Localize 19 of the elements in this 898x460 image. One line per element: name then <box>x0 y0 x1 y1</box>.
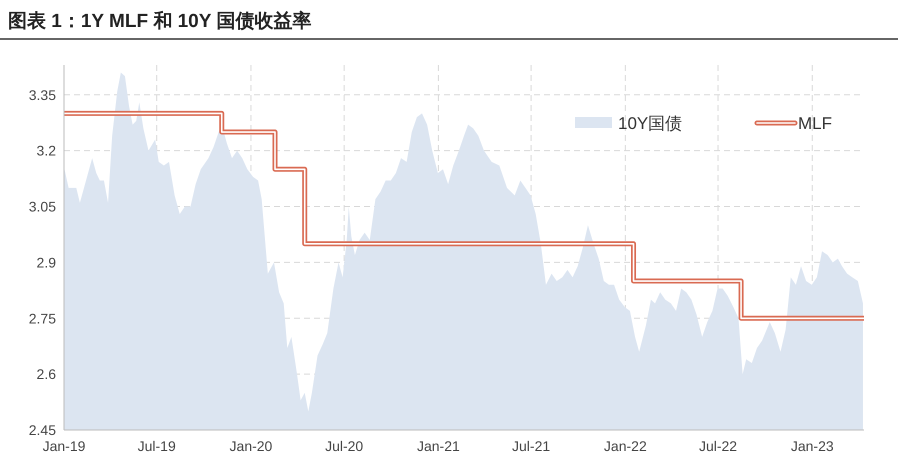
legend-label: 10Y国债 <box>618 114 682 133</box>
x-tick-label: Jan-21 <box>416 438 460 454</box>
x-tick-label: Jan-22 <box>604 438 647 454</box>
y-tick-label: 2.6 <box>36 366 56 382</box>
legend-label: MLF <box>798 114 832 133</box>
chart-title: 图表 1：1Y MLF 和 10Y 国债收益率 <box>8 10 312 32</box>
y-tick-label: 2.75 <box>28 310 56 326</box>
y-tick-label: 2.45 <box>28 422 56 438</box>
x-tick-label: Jan-19 <box>42 438 86 454</box>
y-tick-label: 3.35 <box>28 86 56 103</box>
y-tick-label: 3.05 <box>28 198 56 215</box>
y-tick-label: 3.2 <box>36 142 56 159</box>
x-tick-label: Jul-19 <box>138 438 176 454</box>
x-tick-label: Jan-23 <box>790 438 834 454</box>
x-tick-label: Jul-22 <box>698 438 738 454</box>
y-tick-label: 2.9 <box>36 254 56 270</box>
x-tick-label: Jul-20 <box>325 438 364 454</box>
x-tick-label: Jan-20 <box>230 438 273 454</box>
x-tick-label: Jul-21 <box>512 438 550 454</box>
